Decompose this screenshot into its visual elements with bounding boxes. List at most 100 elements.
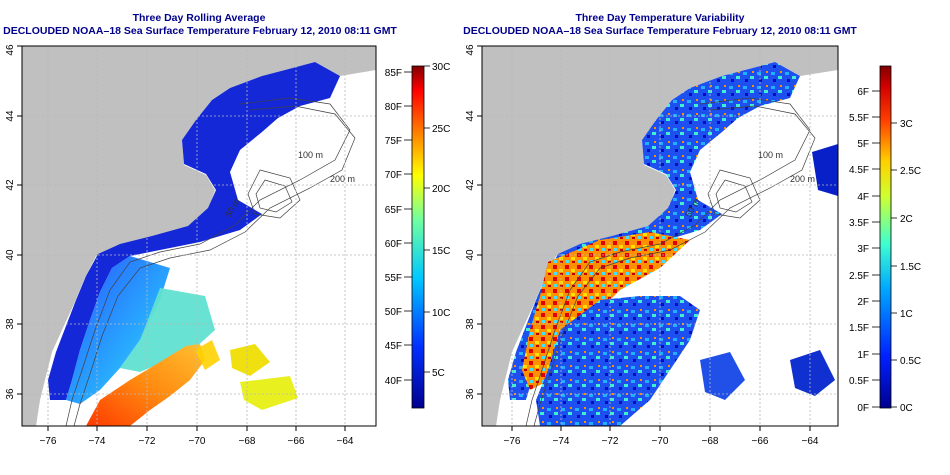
- left-cb-70f: 70F: [385, 170, 402, 181]
- right-contour-label-200m: 200 m: [790, 174, 815, 184]
- left-cb-40f: 40F: [385, 376, 402, 387]
- right-northeast-patch: [812, 144, 838, 196]
- right-cb-3c: 3C: [900, 119, 913, 130]
- right-cb-2-5c: 2.5C: [900, 166, 921, 177]
- left-lon-tick-74: −74: [89, 436, 106, 447]
- right-cb-0f: 0F: [857, 403, 869, 414]
- left-contour-label-200m: 200 m: [330, 174, 355, 184]
- right-colorbar-ticks: [872, 90, 897, 408]
- right-cb-0-5c: 0.5C: [900, 356, 921, 367]
- left-cb-15c: 15C: [432, 246, 450, 257]
- right-cb-5f: 5F: [857, 139, 869, 150]
- right-lon-tick-72: −72: [602, 436, 619, 447]
- left-colorbar-ticks: [404, 65, 430, 381]
- left-land: [22, 46, 376, 426]
- right-colorbar-f-labels: 6F 5.5F 5F 4.5F 4F 3.5F 3F 2.5F 2F 1.5F …: [849, 87, 869, 414]
- right-map: 100 m 200 m 50 m: [482, 46, 838, 426]
- right-lon-tick-64: −64: [802, 436, 819, 447]
- right-bathymetry-contours: [525, 97, 816, 426]
- right-axis-ticks: [477, 45, 811, 431]
- left-map-frame: [21, 45, 377, 427]
- left-cb-5c: 5C: [432, 368, 445, 379]
- left-cb-75f: 75F: [385, 136, 402, 147]
- right-lon-tick-76: −76: [504, 436, 521, 447]
- right-cb-2-5f: 2.5F: [849, 271, 869, 282]
- left-lat-tick-38: 38: [5, 318, 16, 330]
- left-cb-20c: 20C: [432, 184, 450, 195]
- left-cold-water: [48, 62, 340, 400]
- left-lon-tick-70: −70: [189, 436, 206, 447]
- right-cb-0-5f: 0.5F: [849, 376, 869, 387]
- right-lon-tick-66: −66: [752, 436, 769, 447]
- left-map: 100 m 200 m 50 m: [22, 46, 376, 426]
- left-colorbar-f-labels: 85F 80F 75F 70F 65F 60F 55F 50F 45F 40F: [385, 68, 402, 387]
- right-colorbar-c-labels: 3C 2.5C 2C 1.5C 1C 0.5C 0C: [900, 119, 921, 414]
- left-title-line1: Three Day Rolling Average: [132, 12, 266, 24]
- left-cb-10c: 10C: [432, 308, 450, 319]
- right-lat-tick-42: 42: [465, 179, 476, 191]
- left-cb-30c: 30C: [432, 62, 450, 73]
- left-lat-tick-36: 36: [5, 388, 16, 400]
- right-cb-1c: 1C: [900, 309, 913, 320]
- left-lon-labels: −76 −74 −72 −70 −68 −66 −64: [40, 436, 354, 447]
- right-lat-tick-36: 36: [465, 388, 476, 400]
- left-lat-tick-46: 46: [5, 44, 16, 56]
- right-cb-1-5c: 1.5C: [900, 262, 921, 273]
- right-contour-label-100m: 100 m: [758, 150, 783, 160]
- right-title-line1: Three Day Temperature Variability: [575, 12, 745, 24]
- right-lat-tick-40: 40: [465, 249, 476, 261]
- left-cb-45f: 45F: [385, 341, 402, 352]
- right-east-patch-2: [790, 350, 835, 396]
- left-gulf-stream: [86, 344, 205, 426]
- left-lon-tick-72: −72: [139, 436, 156, 447]
- left-cb-80f: 80F: [385, 102, 402, 113]
- left-warm-patch: [195, 340, 220, 370]
- right-lat-labels: 36 38 40 42 44 46: [465, 44, 476, 400]
- left-cb-50f: 50F: [385, 307, 402, 318]
- right-cb-1-5f: 1.5F: [849, 323, 869, 334]
- left-cb-85f: 85F: [385, 68, 402, 79]
- left-cb-55f: 55F: [385, 273, 402, 284]
- left-lon-tick-76: −76: [40, 436, 57, 447]
- right-lat-tick-44: 44: [465, 110, 476, 122]
- left-lon-tick-64: −64: [337, 436, 354, 447]
- right-lon-labels: −76 −74 −72 −70 −68 −66 −64: [504, 436, 819, 447]
- right-cb-2c: 2C: [900, 214, 913, 225]
- right-cb-1f: 1F: [857, 350, 869, 361]
- right-lat-tick-46: 46: [465, 44, 476, 56]
- left-axis-ticks: [17, 45, 346, 431]
- left-title-line2: DECLOUDED NOAA–18 Sea Surface Temperatur…: [3, 25, 397, 37]
- left-lon-tick-66: −66: [288, 436, 305, 447]
- left-contour-label-100m: 100 m: [298, 150, 323, 160]
- left-cb-25c: 25C: [432, 124, 450, 135]
- right-cb-0c: 0C: [900, 403, 913, 414]
- right-cb-3f: 3F: [857, 244, 869, 255]
- right-lon-tick-68: −68: [702, 436, 719, 447]
- left-lat-labels: 36 38 40 42 44 46: [5, 44, 16, 400]
- right-cb-5-5f: 5.5F: [849, 113, 869, 124]
- left-lon-tick-68: −68: [239, 436, 256, 447]
- right-cb-4f: 4F: [857, 192, 869, 203]
- right-cb-2f: 2F: [857, 297, 869, 308]
- left-colorbar-c-labels: 30C 25C 20C 15C 10C 5C: [432, 62, 450, 379]
- left-lat-tick-40: 40: [5, 249, 16, 261]
- left-cb-65f: 65F: [385, 205, 402, 216]
- right-gridlines: [482, 46, 838, 426]
- right-gulf-of-maine-variability: [508, 62, 800, 400]
- left-lat-tick-42: 42: [5, 179, 16, 191]
- right-lon-tick-70: −70: [652, 436, 669, 447]
- left-gridlines: [22, 46, 376, 426]
- right-cb-3-5f: 3.5F: [849, 218, 869, 229]
- left-lat-tick-44: 44: [5, 110, 16, 122]
- right-cb-6f: 6F: [857, 87, 869, 98]
- right-cb-4-5f: 4.5F: [849, 165, 869, 176]
- left-slope-water: [120, 288, 215, 372]
- right-land: [482, 46, 838, 426]
- left-colorbar: [411, 65, 425, 409]
- right-colorbar: [879, 65, 892, 409]
- left-yellow-patch-1: [230, 344, 270, 376]
- right-lat-tick-38: 38: [465, 318, 476, 330]
- right-offshore-variability: [536, 296, 700, 426]
- right-lon-tick-74: −74: [553, 436, 570, 447]
- right-east-patch: [700, 352, 745, 400]
